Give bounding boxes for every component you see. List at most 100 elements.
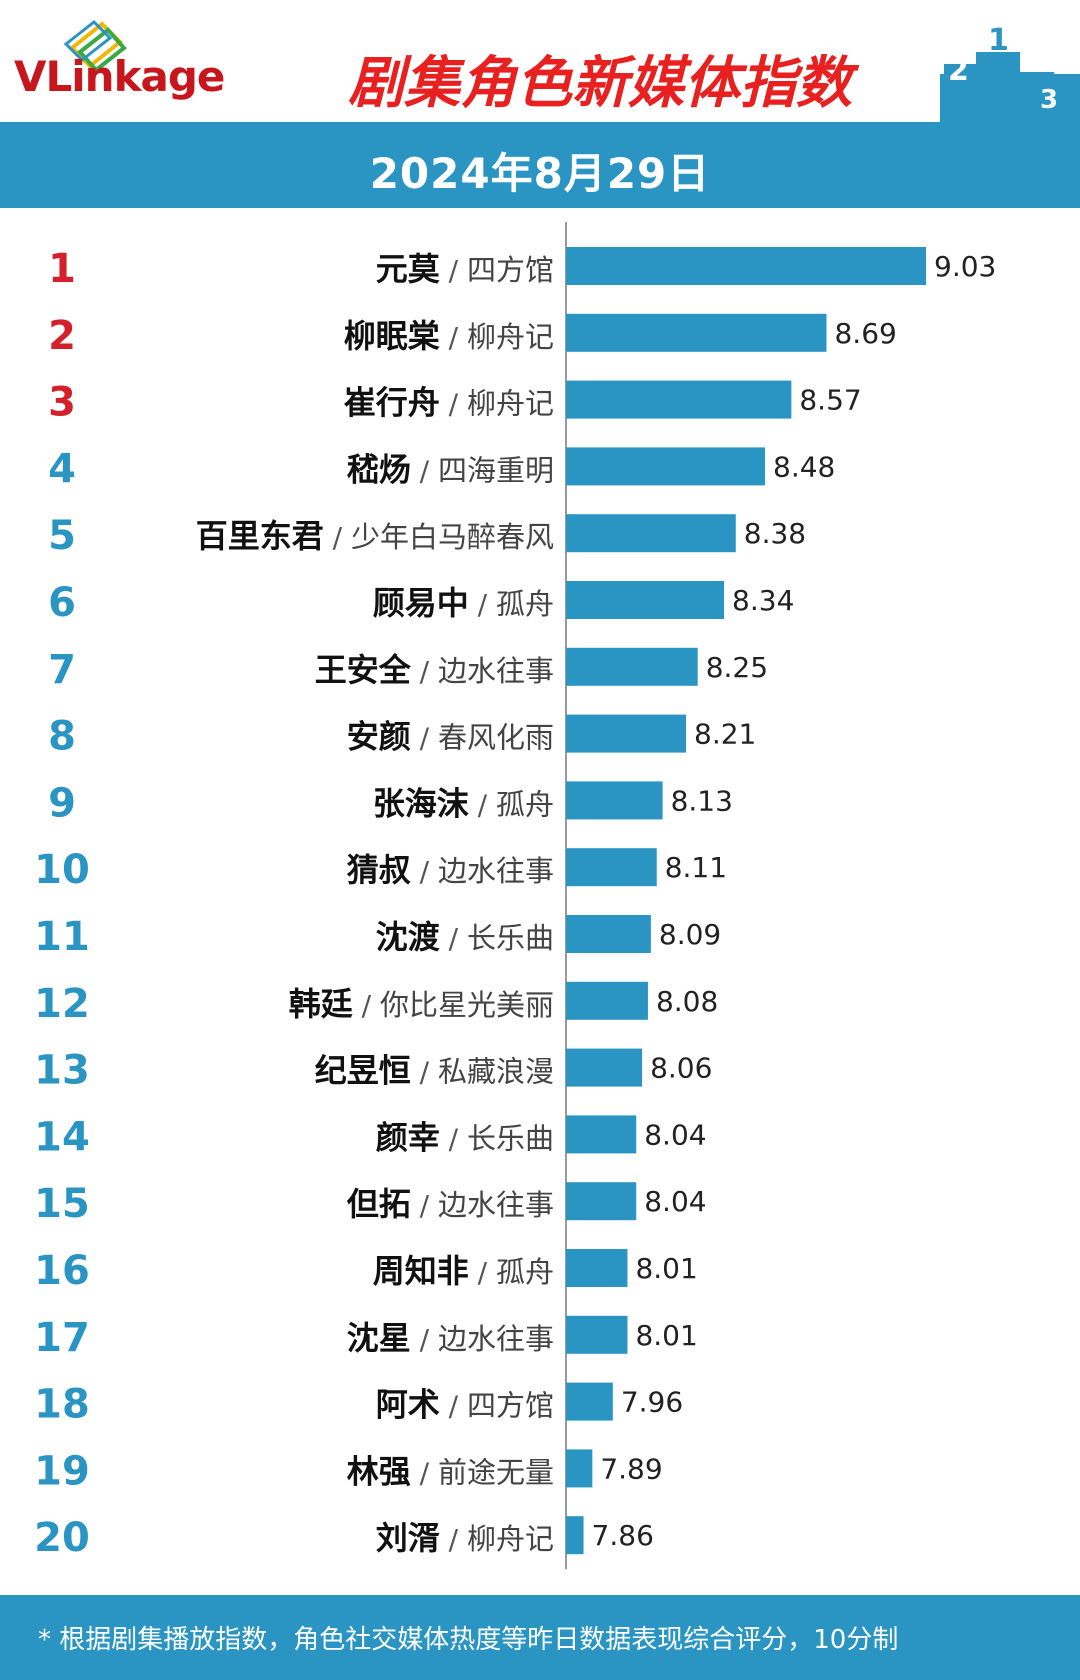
bar [566, 781, 663, 820]
character-name: 沈星 [347, 1319, 411, 1357]
label-separator: / [353, 989, 380, 1022]
character-name: 刘湑 [376, 1519, 440, 1557]
label-separator: / [411, 855, 438, 888]
bar-label: 纪昱恒 / 私藏浪漫 [315, 1052, 554, 1090]
rank-number: 14 [34, 1114, 90, 1160]
bar-label: 林强 / 前途无量 [347, 1452, 554, 1490]
label-separator: / [440, 254, 467, 287]
show-name: 柳舟记 [467, 1522, 554, 1556]
value-label: 7.86 [592, 1519, 654, 1552]
show-name: 私藏浪漫 [438, 1055, 554, 1089]
bar-label: 百里东君 / 少年白马醉春风 [196, 517, 554, 555]
value-label: 8.13 [671, 784, 733, 817]
value-label: 8.06 [650, 1052, 712, 1085]
value-label: 8.11 [665, 851, 727, 884]
value-label: 8.04 [644, 1185, 706, 1218]
label-separator: / [411, 1056, 438, 1089]
bar [566, 247, 926, 285]
svg-text:2: 2 [948, 53, 969, 88]
label-separator: / [440, 321, 467, 354]
show-name: 长乐曲 [467, 1121, 554, 1155]
bar [566, 1382, 613, 1421]
label-separator: / [440, 1523, 467, 1556]
date-label: 2024年8月29日 [369, 149, 711, 198]
bar [566, 581, 725, 619]
show-name: 四方馆 [467, 253, 554, 287]
show-name: 前途无量 [438, 1455, 554, 1489]
value-label: 8.21 [694, 718, 756, 751]
character-name: 安颜 [347, 718, 411, 756]
svg-text:1: 1 [988, 23, 1009, 58]
rank-number: 9 [48, 780, 76, 826]
rank-number: 15 [34, 1181, 90, 1227]
rank-number: 19 [34, 1448, 90, 1494]
label-separator: / [411, 1323, 438, 1356]
bar [566, 848, 657, 887]
rank-number: 11 [34, 914, 90, 960]
bar-label: 嵇炀 / 四海重明 [347, 450, 554, 488]
rank-number: 8 [48, 714, 76, 760]
value-label: 8.38 [744, 517, 806, 550]
show-name: 孤舟 [496, 587, 554, 621]
bar-label: 沈渡 / 长乐曲 [376, 918, 554, 956]
label-separator: / [469, 588, 496, 621]
bar-label: 元莫 / 四方馆 [376, 250, 554, 288]
bar-label: 颜幸 / 长乐曲 [376, 1118, 554, 1156]
svg-text:3: 3 [1040, 85, 1058, 115]
footnote: * 根据剧集播放指数，角色社交媒体热度等昨日数据表现综合评分，10分制 [38, 1625, 899, 1655]
bar [566, 447, 766, 486]
bar-label: 刘湑 / 柳舟记 [376, 1519, 554, 1557]
bar-label: 王安全 / 边水往事 [315, 651, 554, 689]
value-label: 8.69 [834, 317, 896, 350]
logo-cards-icon [63, 19, 127, 73]
label-separator: / [469, 788, 496, 821]
label-separator: / [411, 1189, 438, 1222]
character-name: 柳眠棠 [344, 317, 440, 355]
show-name: 长乐曲 [467, 921, 554, 955]
rank-number: 4 [48, 446, 76, 492]
character-name: 王安全 [315, 651, 412, 689]
rank-number: 10 [34, 847, 90, 893]
bar [566, 714, 686, 753]
character-name: 韩廷 [289, 985, 353, 1023]
rank-number: 18 [34, 1382, 90, 1428]
rank-number: 3 [48, 380, 76, 426]
bar [566, 1115, 637, 1154]
rank-number: 2 [48, 313, 76, 359]
value-label: 8.48 [773, 450, 835, 483]
podium-icon: 2 1 3 [940, 23, 1080, 122]
bar-label: 安颜 / 春风化雨 [347, 718, 554, 756]
logo-text: VLinkage [14, 52, 225, 101]
value-label: 8.04 [644, 1118, 706, 1151]
bar [566, 915, 651, 953]
show-name: 四方馆 [467, 1389, 554, 1423]
value-label: 8.57 [799, 384, 861, 417]
rank-number: 13 [34, 1048, 90, 1094]
label-separator: / [440, 922, 467, 955]
bar-label: 张海沫 / 孤舟 [373, 784, 554, 822]
bar [566, 1048, 643, 1087]
rank-number: 1 [48, 246, 76, 292]
rank-number: 7 [48, 647, 76, 693]
character-name: 嵇炀 [347, 450, 411, 488]
date-banner: 2024年8月29日 [0, 122, 1080, 208]
value-label: 8.08 [656, 985, 718, 1018]
label-separator: / [411, 655, 438, 688]
label-separator: / [411, 1456, 438, 1489]
character-name: 但拓 [347, 1185, 411, 1223]
label-separator: / [411, 454, 438, 487]
character-name: 周知非 [373, 1252, 469, 1290]
bar-label: 柳眠棠 / 柳舟记 [344, 317, 554, 355]
character-name: 纪昱恒 [315, 1052, 411, 1090]
rank-number: 6 [48, 580, 76, 626]
rank-number: 12 [34, 981, 90, 1027]
show-name: 春风化雨 [438, 721, 554, 755]
rank-number: 20 [34, 1515, 90, 1561]
show-name: 你比星光美丽 [380, 988, 554, 1022]
show-name: 边水往事 [438, 1188, 554, 1222]
value-label: 8.01 [635, 1252, 697, 1285]
show-name: 边水往事 [438, 1322, 554, 1356]
value-label: 8.25 [706, 651, 768, 684]
footer: * 根据剧集播放指数，角色社交媒体热度等昨日数据表现综合评分，10分制 [0, 1595, 1080, 1680]
value-label: 8.09 [659, 918, 721, 951]
